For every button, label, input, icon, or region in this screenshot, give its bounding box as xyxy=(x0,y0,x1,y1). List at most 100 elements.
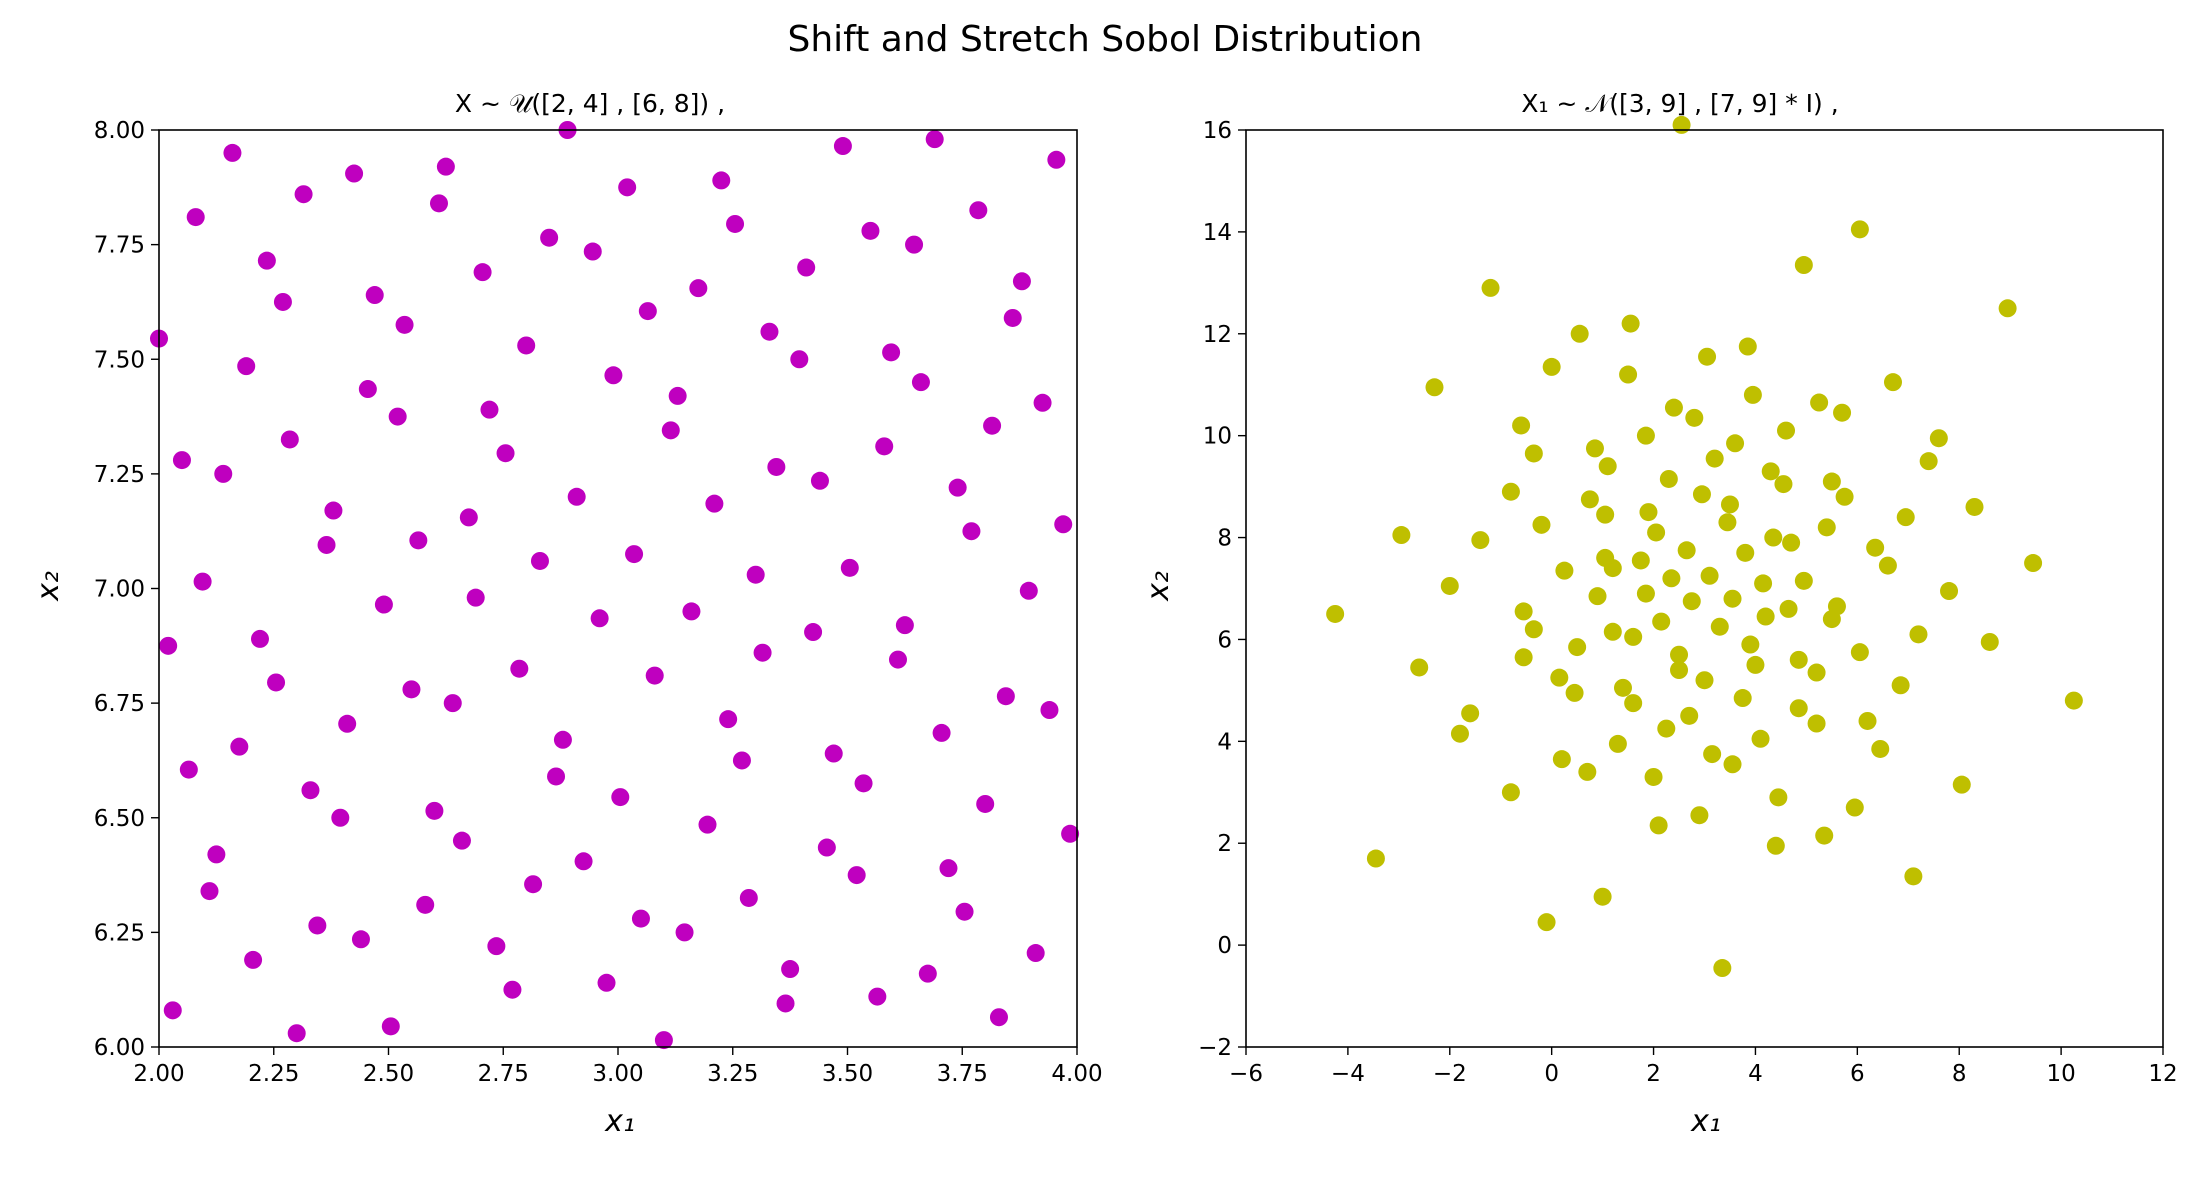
right-y-tick-label: 12 xyxy=(1203,322,1232,348)
right-data-point xyxy=(1761,462,1780,481)
left-data-point xyxy=(429,194,448,213)
right-data-point xyxy=(1822,472,1841,491)
left-data-point xyxy=(280,430,299,449)
left-data-point xyxy=(381,1017,400,1036)
left-data-point xyxy=(767,457,786,476)
right-data-point xyxy=(1736,543,1755,562)
left-data-point xyxy=(301,781,320,800)
left-data-point xyxy=(753,643,772,662)
right-data-point xyxy=(1555,561,1574,580)
right-data-point xyxy=(1596,505,1615,524)
right-data-point xyxy=(1624,627,1643,646)
left-data-point xyxy=(854,774,873,793)
left-data-point xyxy=(193,572,212,591)
right-data-point xyxy=(1471,531,1490,550)
left-data-point xyxy=(503,980,522,999)
right-data-point xyxy=(1835,487,1854,506)
right-data-point xyxy=(1537,913,1556,932)
right-x-tick-label: 6 xyxy=(1850,1061,1865,1087)
left-data-point xyxy=(345,164,364,183)
left-data-point xyxy=(567,487,586,506)
right-data-point xyxy=(1769,788,1788,807)
left-data-point xyxy=(395,315,414,334)
left-data-point xyxy=(487,937,506,956)
right-data-point xyxy=(1568,638,1587,657)
right-data-point xyxy=(1649,816,1668,835)
right-x-tick-label: 2 xyxy=(1646,1061,1661,1087)
left-data-point xyxy=(267,673,286,692)
right-data-point xyxy=(1919,452,1938,471)
right-data-point xyxy=(2064,691,2083,710)
left-data-point xyxy=(287,1024,306,1043)
left-y-tick-label: 6.50 xyxy=(94,806,145,832)
right-data-point xyxy=(1644,767,1663,786)
right-data-point xyxy=(1743,385,1762,404)
right-data-point xyxy=(1613,678,1632,697)
right-data-point xyxy=(1723,589,1742,608)
right-data-point xyxy=(1578,762,1597,781)
right-data-point xyxy=(1891,676,1910,695)
left-data-point xyxy=(425,801,444,820)
left-data-point xyxy=(810,471,829,490)
right-data-point xyxy=(1710,617,1729,636)
left-data-point xyxy=(645,666,664,685)
left-scatter-panel: X ~ 𝒰([2, 4] , [6, 8]) , x₁ x₂ 2.00 2.25 2… xyxy=(31,89,1103,1139)
right-data-point xyxy=(1524,444,1543,463)
left-x-tick-label: 2.25 xyxy=(248,1061,299,1087)
right-data-point xyxy=(1670,645,1689,664)
left-data-point xyxy=(553,730,572,749)
right-data-point xyxy=(1659,469,1678,488)
left-axis-ticks: 2.00 2.25 2.50 2.75 3.00 3.25 3.50 3.75 4.00 6.00… xyxy=(94,118,1103,1087)
right-x-tick-label: 8 xyxy=(1952,1061,1967,1087)
right-data-point xyxy=(1664,398,1683,417)
left-data-point xyxy=(739,888,758,907)
left-data-point xyxy=(172,451,191,470)
left-data-point xyxy=(882,343,901,362)
right-data-point xyxy=(1850,220,1869,239)
right-data-point xyxy=(1570,324,1589,343)
right-data-point xyxy=(1588,587,1607,606)
right-data-point xyxy=(1909,625,1928,644)
left-x-tick-label: 3.75 xyxy=(937,1061,988,1087)
right-data-point xyxy=(1608,734,1627,753)
right-y-tick-label: 2 xyxy=(1217,831,1232,857)
left-x-axis-label: x₁ xyxy=(604,1104,635,1139)
left-data-point xyxy=(466,588,485,607)
left-data-point xyxy=(781,960,800,979)
right-data-point xyxy=(1392,526,1411,545)
left-data-point xyxy=(797,258,816,277)
left-data-point xyxy=(618,178,637,197)
left-data-point xyxy=(473,263,492,282)
right-axis-ticks: −6 −4 −2 0 2 4 6 8 10 12 −2 0 2 4 6 8 10 12 14 16 xyxy=(1198,118,2178,1087)
left-data-point xyxy=(338,714,357,733)
left-data-point xyxy=(273,292,292,311)
right-x-tick-label: 12 xyxy=(2148,1061,2177,1087)
right-data-point xyxy=(1940,582,1959,601)
left-y-tick-label: 6.25 xyxy=(94,920,145,946)
left-y-tick-label: 6.00 xyxy=(94,1035,145,1061)
right-data-points xyxy=(1326,115,2083,978)
left-data-point xyxy=(905,235,924,254)
right-data-point xyxy=(1764,528,1783,547)
left-x-tick-label: 4.00 xyxy=(1051,1061,1102,1087)
left-data-point xyxy=(969,201,988,220)
left-data-point xyxy=(1019,581,1038,600)
right-data-point xyxy=(1326,604,1345,623)
right-data-point xyxy=(1698,347,1717,366)
left-data-point xyxy=(459,508,478,527)
left-data-point xyxy=(705,494,724,513)
left-data-point xyxy=(983,416,1002,435)
right-data-point xyxy=(1777,421,1796,440)
left-data-point xyxy=(1012,272,1031,291)
right-data-point xyxy=(1512,416,1531,435)
right-data-point xyxy=(1815,826,1834,845)
right-data-point xyxy=(1774,475,1793,494)
right-data-point xyxy=(1524,620,1543,639)
right-data-point xyxy=(1598,457,1617,476)
left-data-point xyxy=(604,366,623,385)
right-data-point xyxy=(1726,434,1745,453)
left-x-tick-label: 2.75 xyxy=(478,1061,529,1087)
left-data-point xyxy=(223,143,242,162)
left-data-point xyxy=(480,400,499,419)
